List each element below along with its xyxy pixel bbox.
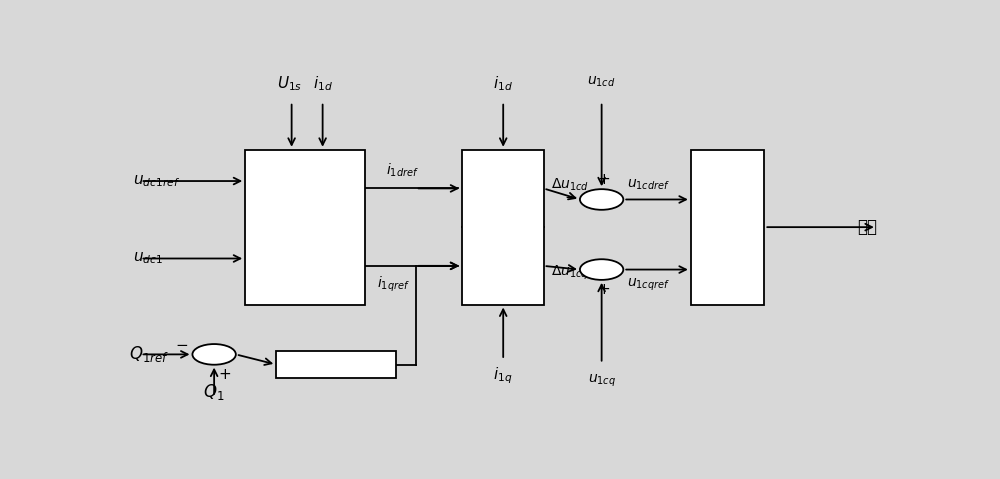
Text: ADRC1: ADRC1 [479,182,527,195]
Text: $u_{1cd}$: $u_{1cd}$ [587,74,616,89]
Text: $i_{1dref}$: $i_{1dref}$ [386,162,419,179]
Text: $i_{1q}$: $i_{1q}$ [493,365,512,386]
Text: $Q_{1}$: $Q_{1}$ [203,382,225,402]
Text: $i_{1qref}$: $i_{1qref}$ [377,275,410,295]
Text: $u_{dc1}$: $u_{dc1}$ [133,251,163,266]
Text: $Q_{1ref}$: $Q_{1ref}$ [129,344,169,365]
Text: $\Delta u_{1cd}$: $\Delta u_{1cd}$ [551,177,589,193]
Text: 控制
对象: 控制 对象 [718,211,737,243]
Text: $-$: $-$ [175,336,189,351]
Text: $u_{1cqref}$: $u_{1cqref}$ [627,277,670,293]
Text: $\Delta u_{1cq}$: $\Delta u_{1cq}$ [551,264,589,283]
Text: $k_2Fd(e,\alpha,\delta)$: $k_2Fd(e,\alpha,\delta)$ [299,356,374,373]
Text: $u_{dc1ref}$: $u_{dc1ref}$ [133,173,180,189]
Bar [276,351,396,378]
Text: $u_{1cdref}$: $u_{1cdref}$ [627,178,670,192]
Text: $U_{1s}$: $U_{1s}$ [277,74,303,92]
Text: ADRC2: ADRC2 [479,259,527,273]
Text: $i_{1d}$: $i_{1d}$ [493,74,512,92]
Text: $+$: $+$ [597,282,610,297]
Bar [462,150,544,305]
Text: $+$: $+$ [597,172,610,187]
Bar [245,150,365,305]
Bar [691,150,764,305]
Circle shape [192,344,236,365]
Text: $-$: $-$ [564,188,578,203]
Circle shape [580,259,623,280]
Text: $i_{1d}$: $i_{1d}$ [313,74,333,92]
Circle shape [580,189,623,210]
Text: $u_{1cq}$: $u_{1cq}$ [588,373,616,389]
Text: $+$: $+$ [218,366,231,382]
Text: 式（8）: 式（8） [285,218,325,236]
Text: 输出: 输出 [857,218,877,236]
